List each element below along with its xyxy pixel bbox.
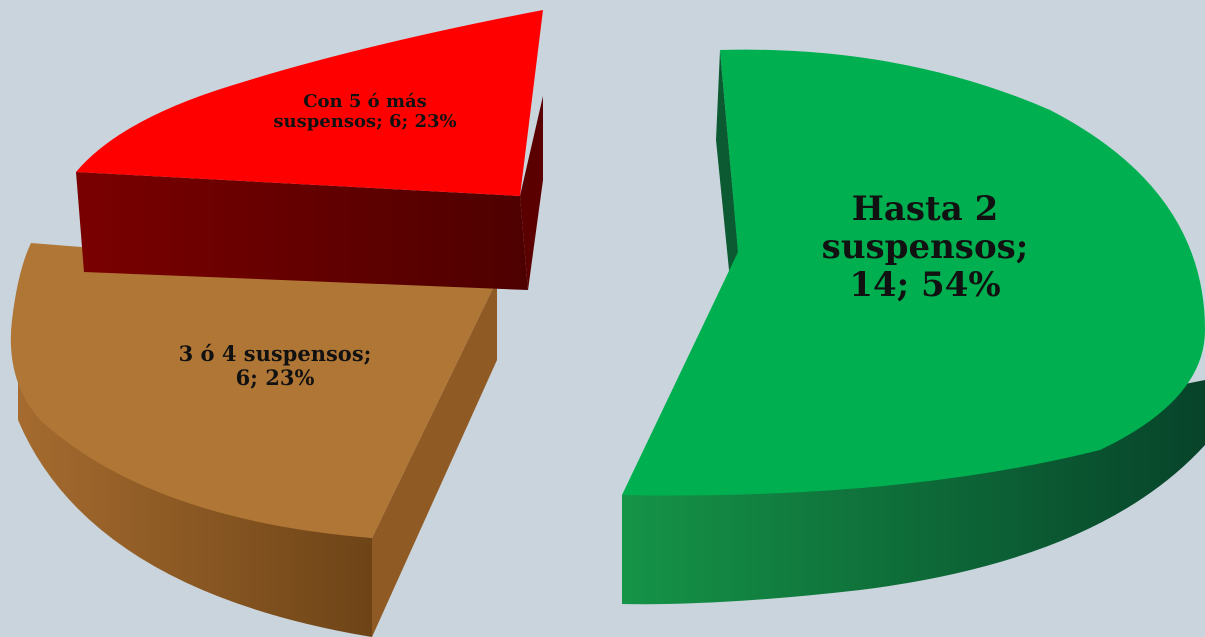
data-label-5-mas: Con 5 ó más suspensos; 6; 23%	[273, 91, 457, 133]
slice-top-hasta-2	[622, 49, 1205, 496]
slice-side-5-mas	[76, 172, 528, 290]
slice-side-wall-hasta-2	[716, 50, 738, 330]
slice-side-3-4	[18, 340, 372, 637]
slice-side-wall-5-mas	[520, 96, 543, 290]
slice-side-wall-3-4	[372, 280, 497, 637]
data-label-hasta-2: Hasta 2 suspensos; 14; 54%	[821, 189, 1029, 306]
slice-top-5-mas	[76, 10, 543, 196]
data-label-3-4: 3 ó 4 suspensos; 6; 23%	[178, 341, 372, 390]
slice-top-3-4	[10, 243, 497, 538]
